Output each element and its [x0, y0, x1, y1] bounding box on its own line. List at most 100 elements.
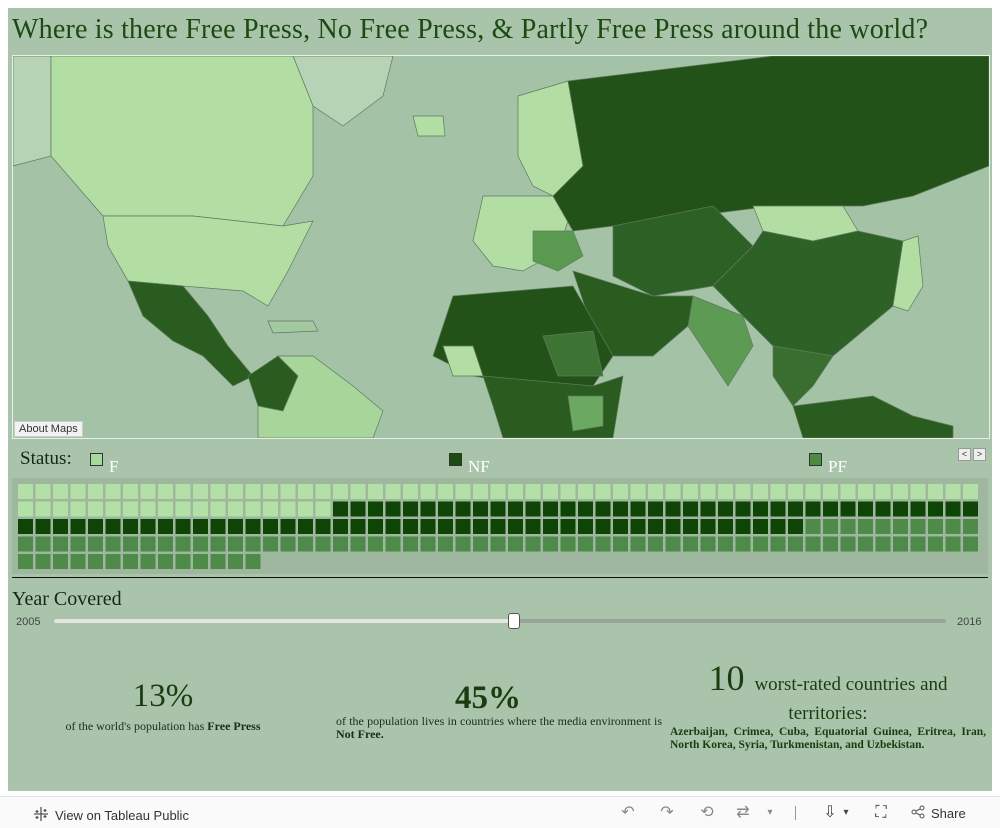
- country-tile-nf[interactable]: [473, 501, 488, 517]
- country-tile-nf[interactable]: [630, 519, 646, 534]
- legend-item-free[interactable]: F: [90, 451, 118, 477]
- country-tile-nf[interactable]: [455, 501, 471, 517]
- country-tile-pf[interactable]: [823, 519, 838, 534]
- country-tile-nf[interactable]: [350, 519, 366, 534]
- country-tile-pf[interactable]: [105, 536, 121, 552]
- country-tile-f[interactable]: [455, 484, 471, 499]
- country-tile-pf[interactable]: [963, 536, 978, 552]
- country-tile-pf[interactable]: [630, 536, 646, 552]
- country-tile-f[interactable]: [753, 484, 768, 499]
- country-tile-nf[interactable]: [735, 519, 751, 534]
- country-tile-f[interactable]: [508, 484, 523, 499]
- country-tile-pf[interactable]: [560, 536, 576, 552]
- fullscreen-icon[interactable]: ⛶: [875, 804, 887, 821]
- country-tile-pf[interactable]: [473, 536, 488, 552]
- country-tile-nf[interactable]: [455, 519, 471, 534]
- country-tile-f[interactable]: [18, 501, 33, 517]
- year-slider[interactable]: [54, 613, 946, 629]
- country-tile-f[interactable]: [788, 484, 803, 499]
- country-tile-pf[interactable]: [543, 536, 558, 552]
- country-tile-pf[interactable]: [893, 519, 908, 534]
- country-tile-f[interactable]: [140, 501, 156, 517]
- country-tile-nf[interactable]: [665, 501, 681, 517]
- country-tile-nf[interactable]: [788, 501, 803, 517]
- country-tile-f[interactable]: [53, 484, 68, 499]
- country-tile-f[interactable]: [350, 484, 366, 499]
- country-tile-nf[interactable]: [718, 501, 733, 517]
- country-tile-pf[interactable]: [840, 519, 856, 534]
- country-tile-pf[interactable]: [193, 536, 208, 552]
- country-tile-nf[interactable]: [648, 501, 663, 517]
- country-tile-nf[interactable]: [700, 519, 716, 534]
- country-tile-f[interactable]: [123, 501, 138, 517]
- country-tile-pf[interactable]: [858, 519, 873, 534]
- country-tile-nf[interactable]: [158, 519, 173, 534]
- country-tile-f[interactable]: [88, 501, 103, 517]
- year-slider-thumb[interactable]: [508, 613, 521, 629]
- country-tile-f[interactable]: [228, 484, 243, 499]
- country-tile-f[interactable]: [893, 484, 908, 499]
- country-tile-pf[interactable]: [193, 554, 208, 569]
- country-tile-f[interactable]: [193, 501, 208, 517]
- country-tile-nf[interactable]: [280, 519, 296, 534]
- country-tile-pf[interactable]: [105, 554, 121, 569]
- country-tile-pf[interactable]: [770, 536, 786, 552]
- country-tile-f[interactable]: [525, 484, 541, 499]
- country-tile-pf[interactable]: [910, 536, 926, 552]
- country-tile-f[interactable]: [53, 501, 68, 517]
- country-tile-nf[interactable]: [578, 519, 593, 534]
- country-tile-nf[interactable]: [525, 519, 541, 534]
- country-tile-f[interactable]: [123, 484, 138, 499]
- country-tile-pf[interactable]: [420, 536, 436, 552]
- country-tile-pf[interactable]: [70, 536, 86, 552]
- country-tile-f[interactable]: [228, 501, 243, 517]
- country-tile-f[interactable]: [858, 484, 873, 499]
- country-tile-nf[interactable]: [315, 519, 331, 534]
- country-tile-nf[interactable]: [630, 501, 646, 517]
- country-tile-pf[interactable]: [210, 536, 226, 552]
- country-tile-pf[interactable]: [298, 536, 313, 552]
- country-tile-pf[interactable]: [18, 536, 33, 552]
- country-tile-f[interactable]: [963, 484, 978, 499]
- country-tile-f[interactable]: [140, 484, 156, 499]
- country-tile-nf[interactable]: [770, 519, 786, 534]
- country-tile-f[interactable]: [910, 484, 926, 499]
- country-tile-nf[interactable]: [473, 519, 488, 534]
- country-tile-nf[interactable]: [805, 501, 821, 517]
- country-tile-pf[interactable]: [333, 536, 348, 552]
- country-tile-f[interactable]: [665, 484, 681, 499]
- country-tile-nf[interactable]: [88, 519, 103, 534]
- country-tile-f[interactable]: [70, 484, 86, 499]
- country-tile-nf[interactable]: [245, 519, 261, 534]
- country-tile-f[interactable]: [105, 484, 121, 499]
- country-tile-nf[interactable]: [333, 519, 348, 534]
- country-tile-nf[interactable]: [385, 501, 401, 517]
- country-tile-pf[interactable]: [263, 536, 278, 552]
- country-tile-nf[interactable]: [368, 519, 383, 534]
- country-tile-pf[interactable]: [123, 554, 138, 569]
- country-tile-f[interactable]: [700, 484, 716, 499]
- country-tile-f[interactable]: [263, 501, 278, 517]
- country-tile-pf[interactable]: [525, 536, 541, 552]
- country-tile-f[interactable]: [70, 501, 86, 517]
- country-tile-nf[interactable]: [490, 501, 506, 517]
- country-tile-f[interactable]: [805, 484, 821, 499]
- country-tile-f[interactable]: [595, 484, 611, 499]
- country-tile-pf[interactable]: [875, 519, 891, 534]
- legend-item-partly-free[interactable]: PF: [809, 451, 847, 477]
- country-status-grid[interactable]: [12, 478, 988, 574]
- country-tile-f[interactable]: [613, 484, 628, 499]
- country-tile-f[interactable]: [385, 484, 401, 499]
- country-tile-pf[interactable]: [648, 536, 663, 552]
- country-tile-pf[interactable]: [928, 536, 943, 552]
- country-tile-f[interactable]: [263, 484, 278, 499]
- country-tile-pf[interactable]: [140, 536, 156, 552]
- country-tile-nf[interactable]: [840, 501, 856, 517]
- about-maps-link[interactable]: About Maps: [14, 421, 83, 437]
- country-tile-f[interactable]: [333, 484, 348, 499]
- country-tile-pf[interactable]: [928, 519, 943, 534]
- country-tile-pf[interactable]: [175, 536, 191, 552]
- country-tile-nf[interactable]: [543, 501, 558, 517]
- country-tile-f[interactable]: [280, 484, 296, 499]
- country-tile-nf[interactable]: [700, 501, 716, 517]
